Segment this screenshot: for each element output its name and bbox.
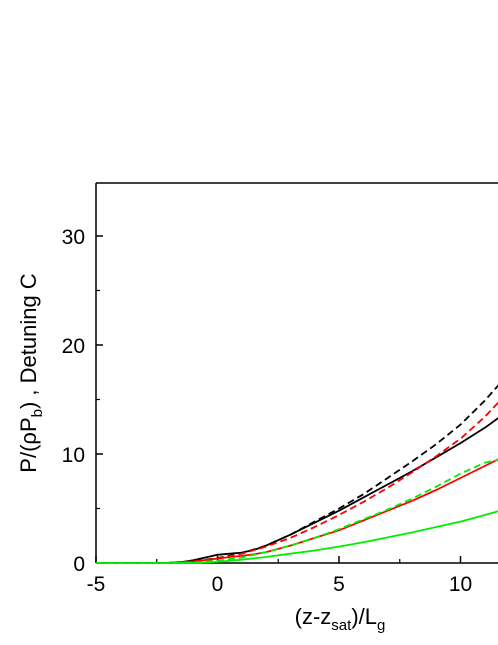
series-line-4 <box>96 401 498 564</box>
y-axis-label-post: ) , Detuning C <box>16 273 41 409</box>
x-tick-label: 5 <box>333 573 345 596</box>
y-tick-label: 20 <box>62 335 85 358</box>
x-tick-label: 0 <box>212 573 224 596</box>
x-axis-label-sub2: g <box>377 617 385 634</box>
axis-ticks <box>95 235 462 564</box>
series-line-3 <box>96 458 498 564</box>
y-tick-label: 30 <box>62 226 85 249</box>
x-tick-label: -5 <box>87 573 106 596</box>
x-axis-label-sub1: sat <box>331 617 352 634</box>
series-layer <box>96 384 498 564</box>
series-line-6 <box>96 458 498 564</box>
y-axis-label: P/(ρPb) , Detuning C <box>16 273 46 472</box>
x-axis-label-main: (z-z <box>295 604 332 629</box>
plot-frame <box>95 182 498 564</box>
series-line-5 <box>96 510 498 564</box>
y-axis-label-pre: P/(ρP <box>16 417 41 472</box>
x-axis-label-mid: )/L <box>351 604 377 629</box>
y-tick-label: 0 <box>73 553 85 576</box>
y-tick-label: 10 <box>62 444 85 467</box>
x-tick-label: 10 <box>449 573 472 596</box>
x-axis-label: (z-zsat)/Lg <box>295 604 386 634</box>
y-axis-label-sub: b <box>29 409 46 417</box>
